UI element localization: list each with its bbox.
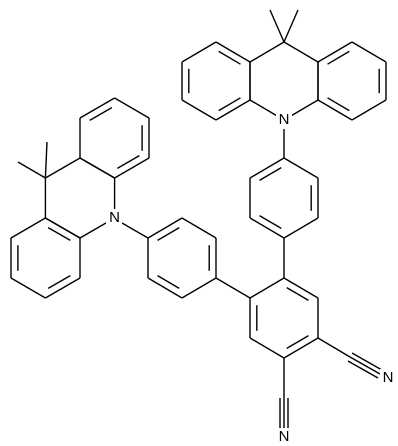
bond [286, 286, 309, 302]
bond [218, 50, 241, 65]
bond [147, 277, 183, 299]
atom-label: N [279, 428, 290, 445]
bond [283, 277, 319, 299]
bond [286, 334, 309, 350]
bond [351, 41, 387, 63]
bond [47, 274, 71, 290]
bond [116, 154, 140, 170]
bond [215, 41, 251, 63]
atom-label: N [279, 111, 290, 128]
bond [215, 99, 251, 121]
bond [249, 337, 285, 359]
bond [79, 157, 115, 179]
bond [249, 277, 285, 299]
bonds [10, 9, 387, 428]
bond [44, 141, 48, 179]
bond [45, 217, 81, 239]
bond [259, 166, 282, 182]
bond [181, 99, 217, 121]
bond [45, 277, 81, 299]
bond [351, 99, 387, 121]
bond [215, 277, 251, 299]
label-bg [276, 428, 292, 446]
bond [317, 41, 353, 63]
bond [114, 157, 150, 179]
bond [89, 106, 113, 122]
bond [218, 97, 241, 112]
bond [114, 97, 150, 119]
bond [17, 161, 46, 179]
bond [283, 337, 319, 359]
bond [347, 360, 379, 379]
bond [147, 217, 183, 239]
atom-labels: N N N N [106, 111, 396, 446]
bond [181, 217, 217, 239]
bond [317, 99, 353, 121]
bond [79, 97, 115, 119]
label-bg [276, 111, 292, 129]
atom-label: N [383, 369, 394, 386]
bond [121, 222, 149, 239]
atom-label: N [109, 209, 120, 226]
label-bg [106, 209, 122, 227]
bond [157, 274, 180, 290]
bond [249, 41, 285, 63]
bond [157, 226, 180, 242]
bond [181, 277, 217, 299]
bond [181, 41, 217, 63]
bond [10, 217, 46, 239]
bond [283, 41, 319, 63]
bond [249, 217, 285, 239]
bond [249, 157, 285, 179]
bond [349, 356, 381, 375]
bond [45, 157, 81, 179]
bond [283, 217, 319, 239]
bond [327, 97, 350, 112]
bond [327, 50, 350, 65]
bond [283, 157, 319, 179]
bond [317, 337, 351, 358]
bond [47, 226, 71, 242]
bond [269, 9, 285, 43]
bond [351, 352, 383, 371]
bond [259, 214, 282, 230]
bond [283, 9, 299, 43]
bond [10, 277, 46, 299]
label-bg [380, 369, 396, 387]
